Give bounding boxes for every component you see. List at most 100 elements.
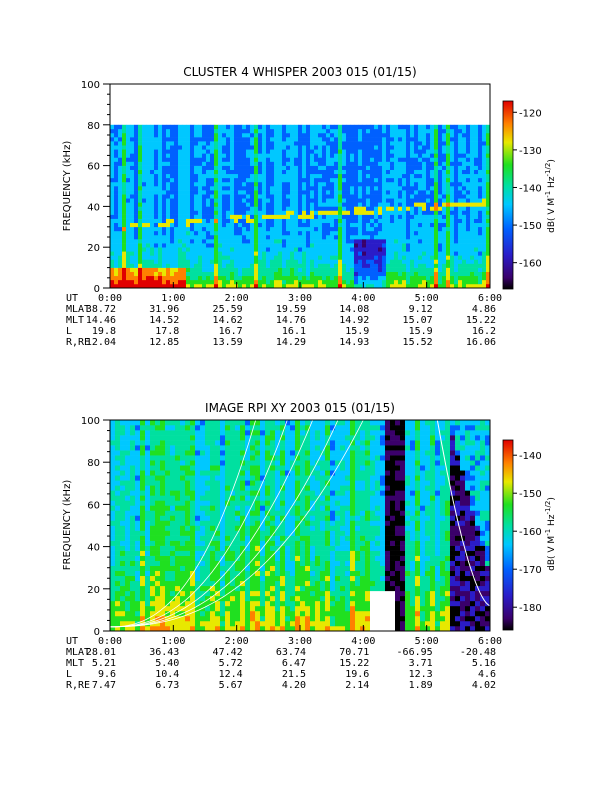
colorbar-tick-label: -150 — [519, 221, 542, 232]
y-tick-label: 40 — [87, 543, 100, 554]
ephemeris-value: 14.76 — [276, 315, 306, 326]
y-axis-label: FREQUENCY (kHz) — [62, 141, 73, 232]
ephemeris-value: 14.46 — [86, 315, 116, 326]
ephemeris-value: 12.04 — [86, 337, 116, 348]
ephemeris-value: 70.71 — [339, 647, 369, 658]
ephemeris-value: 2.14 — [345, 680, 369, 691]
ephemeris-value: 12.3 — [409, 669, 433, 680]
ephemeris-value: 4.86 — [472, 304, 496, 315]
ephemeris-value: 5:00 — [415, 293, 439, 304]
ephemeris-value: 12.4 — [219, 669, 243, 680]
colorbar-label: dB( V M-1 Hz-1/2) — [544, 159, 557, 233]
ephemeris-value: 15.52 — [403, 337, 433, 348]
colorbar-tick-label: -130 — [519, 146, 542, 157]
ephemeris-value: 38.72 — [86, 304, 116, 315]
ephemeris-value: -66.95 — [397, 647, 433, 658]
colorbar-ticks: -120 -130 -140 -150 -160 — [513, 108, 542, 269]
ephemeris-value: 14.08 — [339, 304, 369, 315]
ephemeris-value: 28.01 — [86, 647, 116, 658]
colorbar — [503, 440, 513, 630]
ephemeris-value: 4.20 — [282, 680, 306, 691]
colorbar — [503, 101, 513, 289]
colorbar-tick-label: -160 — [519, 259, 542, 270]
ephemeris-value: 7.47 — [92, 680, 116, 691]
colorbar-label: dB( V M-1 Hz-1/2) — [544, 497, 557, 571]
ephemeris-row-label: MLT — [66, 658, 84, 669]
ephemeris-value: 5.16 — [472, 658, 496, 669]
ephemeris-value: 4.6 — [478, 669, 496, 680]
colorbar-tick-label: -140 — [519, 183, 542, 194]
ephemeris-value: 4:00 — [351, 293, 375, 304]
ephemeris-value: 16.7 — [219, 326, 243, 337]
ephemeris-value: 16.06 — [466, 337, 496, 348]
ephemeris-value: 21.5 — [282, 669, 306, 680]
ephemeris-value: 3:00 — [288, 636, 312, 647]
ephemeris-value: 14.52 — [149, 315, 179, 326]
ephemeris-row-label: R,RE — [66, 680, 90, 691]
ephemeris-value: 5:00 — [415, 636, 439, 647]
y-tick-label: 20 — [87, 243, 100, 254]
ephemeris-value: 13.59 — [213, 337, 243, 348]
ephemeris-value: 2:00 — [225, 636, 249, 647]
ephemeris-value: 2:00 — [225, 293, 249, 304]
ephemeris-value: 3:00 — [288, 293, 312, 304]
ephemeris-value: 19.6 — [345, 669, 369, 680]
panel-image: IMAGE RPI XY 2003 015 (01/15) 0204060801… — [62, 401, 557, 691]
ephemeris-value: 0:00 — [98, 293, 122, 304]
ephemeris-value: 1:00 — [161, 293, 185, 304]
colorbar-tick-label: -120 — [519, 108, 542, 119]
y-axis-label: FREQUENCY (kHz) — [62, 480, 73, 571]
ephemeris-value: 6.73 — [155, 680, 179, 691]
ephemeris-value: 15.22 — [339, 658, 369, 669]
ephemeris-row-label: L — [66, 669, 72, 680]
ephemeris-row-label: L — [66, 326, 72, 337]
colorbar-ticks: -140-150-160-170-180 — [513, 451, 542, 614]
ephemeris-value: 0:00 — [98, 636, 122, 647]
ephemeris-value: 16.2 — [472, 326, 496, 337]
y-tick-label: 60 — [87, 162, 100, 173]
colorbar-tick-label: -150 — [519, 489, 542, 500]
ephemeris-value: 14.62 — [213, 315, 243, 326]
y-tick-label: 60 — [87, 500, 100, 511]
y-tick-label: 40 — [87, 202, 100, 213]
ephemeris-row-label: UT — [66, 293, 78, 304]
chart-title: IMAGE RPI XY 2003 015 (01/15) — [205, 401, 395, 415]
y-tick-label: 80 — [87, 458, 100, 469]
ephemeris-row-label: MLT — [66, 315, 84, 326]
ephemeris-value: 14.93 — [339, 337, 369, 348]
y-tick-label: 80 — [87, 121, 100, 132]
ephemeris-row-label: UT — [66, 636, 78, 647]
ephemeris-value: 36.43 — [149, 647, 179, 658]
ephemeris-value: 15.07 — [403, 315, 433, 326]
ephemeris-value: 1:00 — [161, 636, 185, 647]
colorbar-tick-label: -170 — [519, 565, 542, 576]
spectrogram — [110, 420, 490, 631]
y-tick-label: 100 — [81, 80, 100, 91]
ephemeris-value: 1.89 — [409, 680, 433, 691]
ephemeris-value: 4.02 — [472, 680, 496, 691]
ephemeris-value: 15.9 — [345, 326, 369, 337]
y-tick-label: 100 — [81, 416, 100, 427]
ephemeris-value: 12.85 — [149, 337, 179, 348]
spectrogram — [110, 125, 490, 289]
y-tick-label: 20 — [87, 585, 100, 596]
ephemeris-value: 31.96 — [149, 304, 179, 315]
ephemeris-value: 5.72 — [219, 658, 243, 669]
ephemeris-value: 15.22 — [466, 315, 496, 326]
ephemeris-value: 9.6 — [98, 669, 116, 680]
ephemeris-value: 17.8 — [155, 326, 179, 337]
ephemeris-value: 25.59 — [213, 304, 243, 315]
ephemeris-value: 9.12 — [409, 304, 433, 315]
colorbar-tick-label: -140 — [519, 451, 542, 462]
ephemeris-value: -20.48 — [460, 647, 496, 658]
ephemeris-value: 15.9 — [409, 326, 433, 337]
ephemeris-value: 6:00 — [478, 293, 502, 304]
ephemeris-value: 6.47 — [282, 658, 306, 669]
colorbar-tick-label: -160 — [519, 527, 542, 538]
ephemeris-value: 3.71 — [409, 658, 433, 669]
ephemeris-value: 5.67 — [219, 680, 243, 691]
ephemeris-value: 14.29 — [276, 337, 306, 348]
